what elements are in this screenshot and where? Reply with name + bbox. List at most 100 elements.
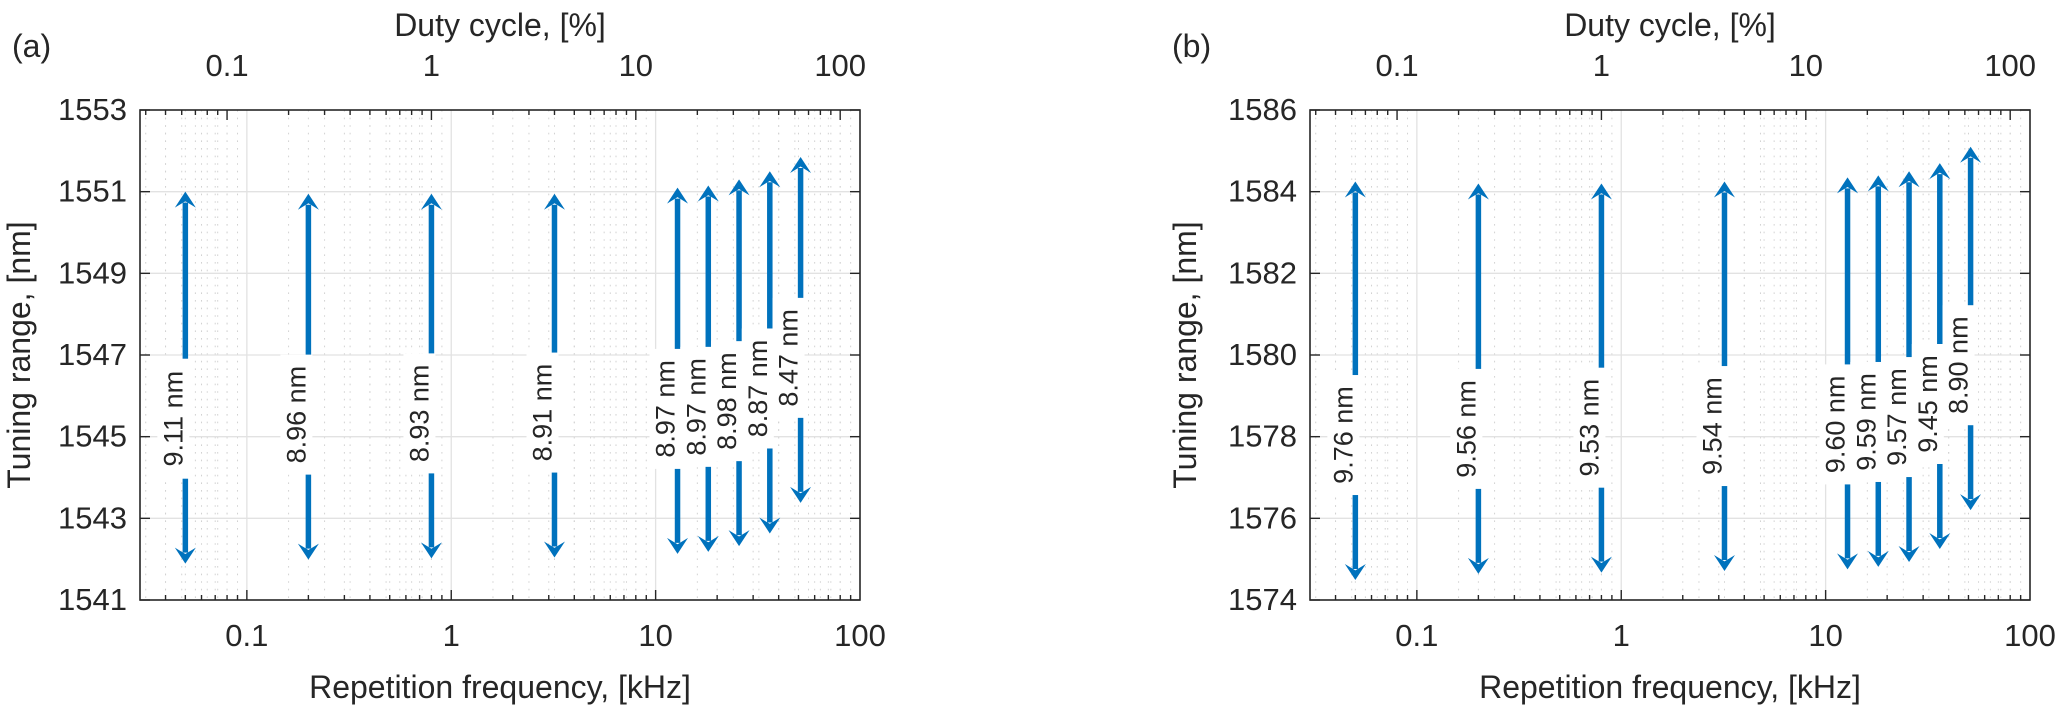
arrow-head-down [1867,550,1889,567]
range-value-label: 8.93 nm [404,365,434,463]
range-value-label-group: 9.54 nm [1696,366,1729,487]
range-value-label: 9.11 nm [158,371,188,467]
range-value-label-bg [680,346,713,467]
x-tick-label: 1 [1613,618,1630,653]
x-tick-label: 100 [834,618,886,653]
y-tick-label: 1584 [1228,174,1297,209]
arrow-head-down [1960,494,1982,511]
y-tick-label: 1545 [58,419,127,454]
y-tick-label: 1576 [1228,500,1297,535]
x-tick-label: 1 [443,618,460,653]
range-value-label-group: 9.57 nm [1881,357,1914,478]
arrow-head-down [1467,557,1489,574]
arrow-head-up [543,193,565,210]
duty-cycle-tick-label: 100 [814,48,866,83]
panel-label: (a) [12,28,51,64]
arrow-head-up [1713,181,1735,198]
arrow-head-up [1929,163,1951,180]
range-value-label: 8.96 nm [281,366,311,464]
range-value-label-bg [1911,344,1944,464]
x-axis-title: Repetition frequency, [kHz] [309,669,691,705]
y-tick-label: 1578 [1228,419,1297,454]
range-value-label-bg [1881,357,1914,478]
x-tick-label: 10 [1808,618,1842,653]
duty-cycle-tick-label: 1 [423,48,440,83]
range-value-label: 9.59 nm [1851,373,1881,471]
arrow-head-down [728,530,750,547]
arrow-head-up [297,193,319,210]
arrow-head-up [697,185,719,202]
y-axis-title: Tuning range, [nm] [1167,221,1203,488]
duty-cycle-tick-label: 10 [1789,48,1823,83]
arrow-head-up [1898,171,1920,188]
range-value-label-bg [526,352,559,473]
range-value-label-bg [1942,305,1975,426]
range-value-label-group: 8.93 nm [403,353,436,474]
y-tick-label: 1574 [1228,582,1297,617]
panel-label: (b) [1172,28,1211,64]
range-value-label: 8.47 nm [774,309,804,407]
arrow-head-up [667,187,689,204]
range-value-label-bg [772,297,805,418]
arrow-head-up [1960,146,1982,163]
range-value-label-bg [280,354,313,475]
range-value-label-bg [1850,361,1883,482]
duty-cycle-tick-label: 1 [1593,48,1610,83]
range-value-label-bg [741,328,774,449]
range-value-label-group: 8.90 nm [1942,305,1975,426]
arrow-head-down [297,543,319,560]
range-value-label-group: 9.76 nm [1327,375,1360,496]
range-value-label: 8.87 nm [743,340,773,438]
y-tick-label: 1541 [58,582,127,617]
y-tick-label: 1553 [58,92,127,127]
range-value-label-bg [157,358,190,479]
range-value-label-group: 9.45 nm [1911,344,1944,464]
arrow-head-down [1713,555,1735,572]
range-value-label-group: 8.87 nm [741,328,774,449]
duty-cycle-tick-label: 10 [619,48,653,83]
x-axis-title: Repetition frequency, [kHz] [1479,669,1861,705]
x-tick-label: 0.1 [1395,618,1438,653]
arrow-head-up [1837,177,1859,194]
range-value-label-group: 9.60 nm [1819,364,1852,485]
range-value-label: 8.98 nm [712,352,742,450]
range-value-label: 9.45 nm [1913,355,1943,453]
range-value-label: 8.97 nm [651,360,681,458]
range-value-label-group: 9.59 nm [1850,361,1883,482]
y-axis-title: Tuning range, [nm] [1,221,37,488]
arrow-head-down [1929,532,1951,549]
range-value-label-bg [1696,366,1729,487]
arrow-head-down [667,537,689,554]
x-tick-label: 0.1 [225,618,268,653]
arrow-head-up [1590,183,1612,200]
arrow-head-down [697,535,719,552]
arrow-head-down [1590,556,1612,573]
range-value-label-group: 8.47 nm [772,297,805,418]
range-value-label: 9.56 nm [1451,380,1481,478]
arrow-head-down [543,541,565,558]
y-tick-label: 1586 [1228,92,1297,127]
range-value-label: 8.97 nm [681,358,711,456]
duty-cycle-tick-label: 0.1 [206,48,249,83]
range-value-label-group: 8.91 nm [526,352,559,473]
arrow-head-down [1837,553,1859,570]
panel-b: 9.76 nm 9.56 nm 9.53 nm 9.54 nm 9.60 nm 9.59 … [1167,7,2056,705]
range-value-label-group: 9.56 nm [1450,368,1483,489]
arrow-head-up [790,156,812,173]
arrow-head-down [174,547,196,564]
range-value-label-group: 9.53 nm [1573,367,1606,488]
range-value-label-group: 9.11 nm [157,358,190,479]
duty-cycle-tick-label: 0.1 [1376,48,1419,83]
panel-a: 9.11 nm 8.96 nm 8.93 nm 8.91 nm 8.97 nm 8.97 … [1,7,886,705]
range-value-label: 9.53 nm [1574,379,1604,477]
y-tick-label: 1580 [1228,337,1297,372]
arrow-head-down [790,486,812,503]
arrow-head-down [1898,546,1920,563]
range-value-label-bg [1819,364,1852,485]
range-value-label: 8.90 nm [1944,316,1974,414]
range-value-label-bg [711,341,744,462]
arrow-head-down [759,517,781,534]
arrow-head-down [420,542,442,559]
